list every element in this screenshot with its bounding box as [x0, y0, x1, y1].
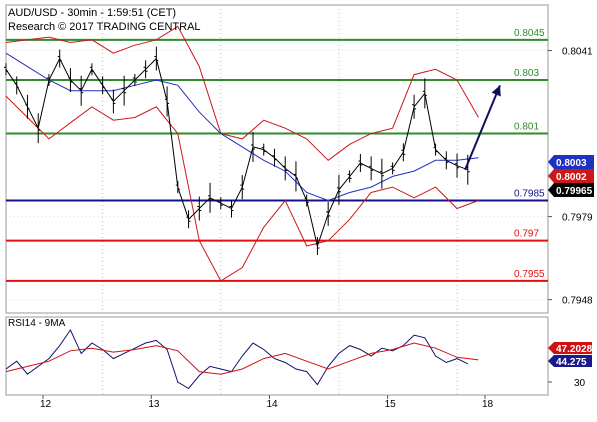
moving-average-line [5, 52, 479, 202]
level-label: 0.801 [514, 122, 539, 133]
main-plot-frame [5, 4, 549, 314]
level-label: 0.8045 [514, 28, 545, 39]
bollinger-upper-line [5, 25, 479, 161]
y-tick-label: 0.7948 [562, 296, 593, 307]
rsi-line [5, 328, 469, 390]
rsi-ma-line [5, 342, 479, 375]
x-tick-label: 13 [148, 399, 160, 410]
x-tick-label: 14 [266, 399, 278, 410]
chart-subtitle: Research © 2017 TRADING CENTRAL [8, 21, 201, 33]
rsi-tag-rsi-ma [548, 342, 592, 354]
price-tag-last-price [548, 183, 594, 197]
y-tick-label: 0.8041 [562, 47, 593, 58]
price-tag-label: 0.8002 [556, 172, 587, 183]
rsi-tag-label: 44.275 [556, 357, 587, 368]
price-tag-moving-average [548, 169, 594, 183]
chart-title-block: AUD/USD - 30min - 1:59:51 (CET) Research… [8, 6, 201, 34]
level-label: 0.797 [514, 229, 539, 240]
rsi-y-tick-label: 30 [574, 378, 586, 389]
price-tag-label: 0.8003 [556, 158, 587, 169]
chart-title: AUD/USD - 30min - 1:59:51 (CET) [8, 7, 177, 19]
x-tick-label: 12 [40, 399, 52, 410]
x-tick-label: 18 [482, 399, 494, 410]
x-tick-label: 15 [385, 399, 397, 410]
rsi-tag-label: 47.2028 [556, 344, 593, 355]
forecast-arrow-head [491, 85, 501, 97]
rsi-plot-frame [5, 316, 549, 396]
level-label: 0.7955 [514, 269, 545, 280]
bollinger-lower-line [5, 95, 479, 282]
level-label: 0.7985 [514, 189, 545, 200]
forecast-arrow-shaft [464, 84, 501, 171]
price-line [5, 57, 468, 248]
price-tag-label: 0.79965 [556, 186, 593, 197]
level-label: 0.803 [514, 68, 539, 79]
rsi-panel-label: RSI14 - 9MA [8, 318, 66, 329]
rsi-tag-rsi [548, 355, 592, 367]
y-tick-label: 0.7979 [562, 213, 593, 224]
price-tag-bollinger-upper [548, 155, 594, 169]
